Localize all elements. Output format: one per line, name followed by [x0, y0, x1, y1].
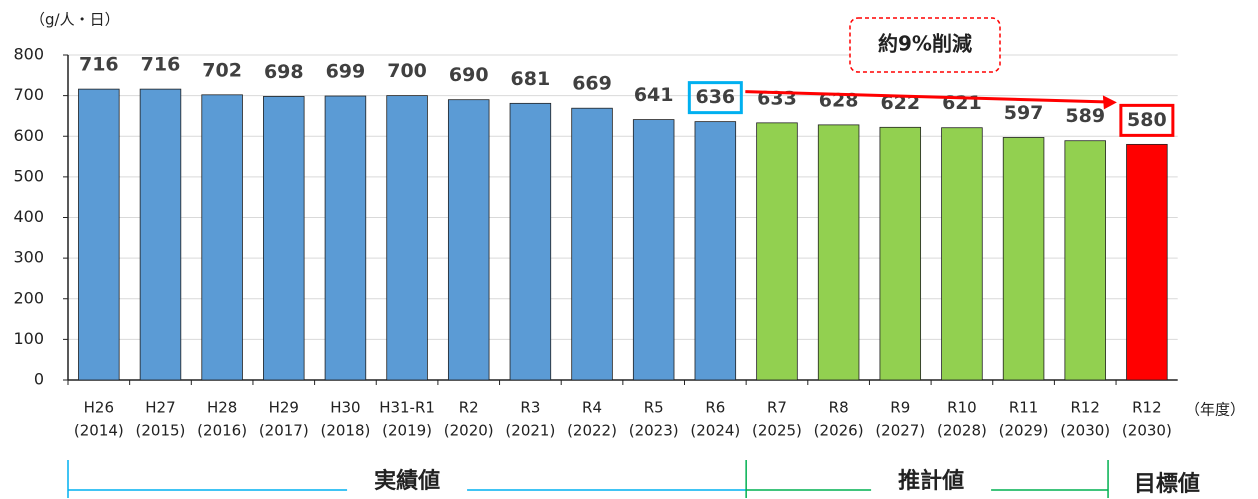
y-tick-label: 800: [13, 45, 44, 64]
x-tick-sublabel: (2027): [875, 422, 925, 440]
x-tick-sublabel: (2024): [690, 422, 740, 440]
value-label: 698: [264, 61, 304, 83]
bar: [632, 119, 675, 381]
annotation-text: 約9%削減: [878, 32, 972, 56]
x-tick-label: H29: [269, 399, 299, 417]
bar: [263, 96, 305, 381]
highlight-box: [1119, 103, 1175, 137]
group-label: 目標値: [1134, 472, 1200, 497]
y-tick-label: 700: [13, 85, 44, 104]
x-tick-label: R7: [767, 399, 787, 417]
value-label: 699: [326, 61, 366, 83]
group-label: 推計値: [898, 468, 964, 494]
value-label: 641: [634, 84, 674, 106]
annotation-box: [849, 17, 1001, 73]
bar: [447, 99, 490, 381]
x-tick-label: R6: [705, 399, 725, 417]
x-tick-label: R10: [947, 399, 977, 417]
x-tick-label: R4: [582, 399, 602, 417]
y-tick-label: 100: [13, 329, 44, 348]
x-tick-sublabel: (2025): [752, 422, 802, 440]
x-tick-label: R11: [1009, 399, 1039, 417]
x-tick-label: R5: [644, 399, 664, 417]
y-tick-label: 600: [13, 126, 44, 145]
x-tick-sublabel: (2030): [1122, 422, 1172, 440]
y-tick-label: 500: [13, 166, 44, 185]
bar: [324, 95, 367, 381]
x-tick-label: R12: [1070, 399, 1100, 417]
bar: [509, 102, 552, 381]
x-tick-sublabel: (2021): [505, 422, 555, 440]
x-tick-sublabel: (2030): [1060, 422, 1110, 440]
bar: [201, 94, 243, 381]
bar: [756, 122, 798, 381]
value-label: 621: [942, 92, 982, 114]
x-tick-sublabel: (2029): [999, 422, 1049, 440]
value-label: 636: [695, 86, 735, 108]
value-label: 597: [1004, 102, 1044, 124]
x-tick-sublabel: (2028): [937, 422, 987, 440]
bar: [694, 121, 737, 381]
x-tick-label: H31-R1: [379, 399, 435, 417]
bar: [78, 88, 120, 381]
value-label: 681: [511, 68, 551, 90]
x-tick-label: H28: [207, 399, 237, 417]
value-label: 580: [1127, 109, 1167, 131]
bar: [817, 124, 860, 381]
x-tick-label: R9: [890, 399, 910, 417]
value-label: 690: [449, 64, 489, 86]
y-unit: （g/人・日）: [30, 11, 120, 29]
x-tick-sublabel: (2018): [320, 422, 370, 440]
y-tick-label: 400: [13, 207, 44, 226]
x-unit: （年度）: [1185, 401, 1245, 419]
x-tick-sublabel: (2020): [444, 422, 494, 440]
value-label: 702: [202, 59, 242, 81]
x-tick-label: H27: [145, 399, 175, 417]
y-tick-label: 300: [13, 248, 44, 267]
bar: [879, 126, 922, 381]
highlight-box: [687, 81, 743, 115]
x-tick-label: R8: [829, 399, 849, 417]
x-tick-sublabel: (2019): [382, 422, 432, 440]
bar: [1126, 143, 1168, 381]
x-tick-sublabel: (2016): [197, 422, 247, 440]
group-label: 実績値: [374, 468, 440, 494]
bar: [139, 88, 182, 381]
value-label: 716: [79, 54, 119, 76]
arrow-head: [1102, 95, 1117, 110]
value-label: 716: [141, 54, 181, 76]
bar: [1064, 140, 1106, 381]
x-tick-label: H30: [330, 399, 360, 417]
bar: [386, 95, 428, 381]
x-tick-sublabel: (2023): [629, 422, 679, 440]
x-tick-sublabel: (2014): [74, 422, 124, 440]
y-tick-label: 0: [34, 370, 44, 389]
x-tick-sublabel: (2026): [814, 422, 864, 440]
bar: [1002, 137, 1045, 381]
x-tick-label: R12: [1132, 399, 1162, 417]
arrow-line: [745, 90, 1109, 104]
x-tick-label: R3: [520, 399, 540, 417]
x-tick-label: H26: [84, 399, 114, 417]
x-tick-sublabel: (2015): [136, 422, 186, 440]
bar: [571, 107, 613, 381]
value-label: 589: [1065, 105, 1105, 127]
bar: [941, 127, 983, 381]
x-tick-sublabel: (2017): [259, 422, 309, 440]
value-label: 669: [572, 73, 612, 95]
x-tick-label: R2: [459, 399, 479, 417]
y-tick-label: 200: [13, 288, 44, 307]
x-tick-sublabel: (2022): [567, 422, 617, 440]
value-label: 700: [387, 60, 427, 82]
